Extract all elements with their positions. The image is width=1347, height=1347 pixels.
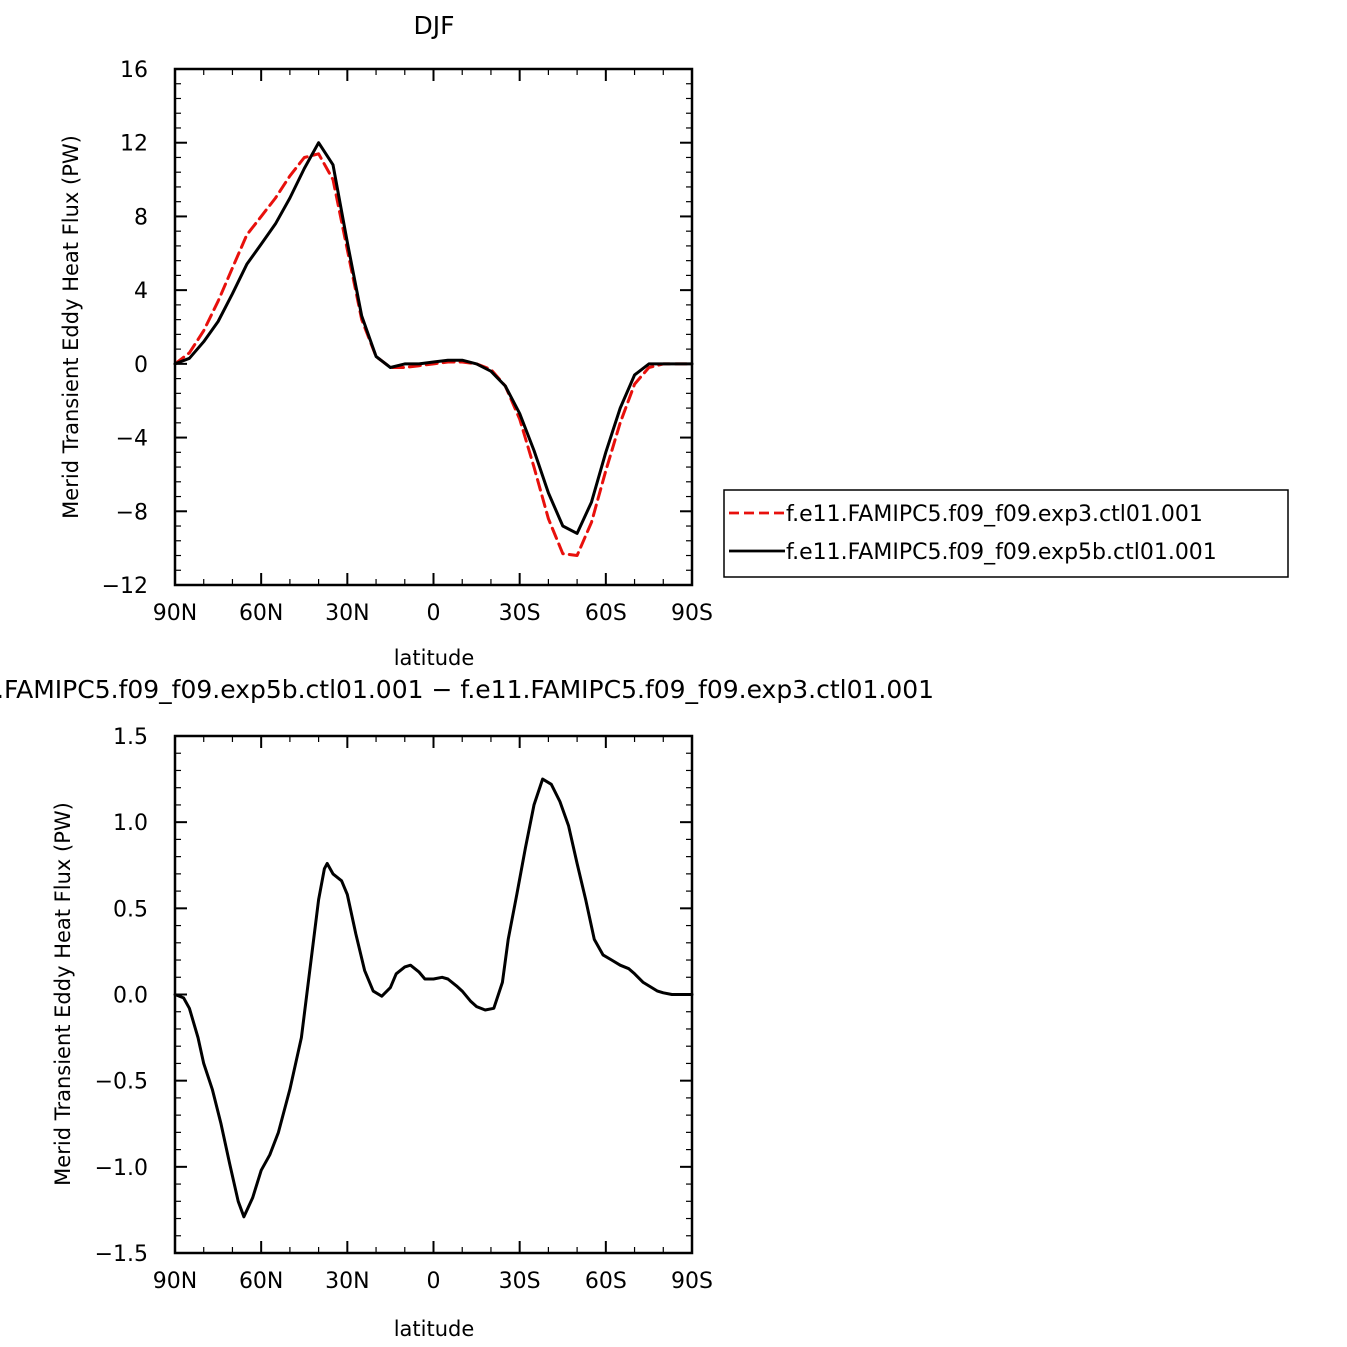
bottom-x-axis-label: latitude (394, 1317, 475, 1341)
legend: f.e11.FAMIPC5.f09_f09.exp3.ctl01.001 f.e… (723, 489, 1289, 578)
bottom-y-axis-label: Merid Transient Eddy Heat Flux (PW) (51, 802, 75, 1186)
bottom-panel: f.e11.FAMIPC5.f09_f09.exp5b.ctl01.001 − … (0, 675, 934, 1341)
y-tick-label: 8 (134, 205, 148, 230)
y-tick-label: 12 (120, 132, 148, 157)
y-tick-label: −1.0 (95, 1156, 148, 1181)
x-tick-label: 90N (153, 1269, 197, 1294)
bottom-plot-frame (173, 734, 694, 1255)
legend-label-exp5b: f.e11.FAMIPC5.f09_f09.exp5b.ctl01.001 (786, 540, 1217, 565)
series-line-1-0 (173, 777, 694, 1219)
y-tick-label: 0 (134, 353, 148, 378)
y-tick-label: 1.5 (113, 725, 148, 750)
x-tick-label: 30S (499, 1269, 541, 1294)
y-tick-label: −4 (116, 427, 148, 452)
top-x-axis-label: latitude (394, 646, 475, 670)
bottom-chart-title: f.e11.FAMIPC5.f09_f09.exp5b.ctl01.001 − … (0, 675, 934, 704)
y-tick-label: −8 (116, 500, 148, 525)
y-tick-label: 16 (120, 58, 148, 83)
x-tick-label: 60S (585, 1269, 627, 1294)
top-chart-title: DJF (413, 11, 454, 40)
x-tick-label: 60N (239, 1269, 283, 1294)
top-panel: DJF latitude Merid Transient Eddy Heat F… (59, 11, 713, 670)
y-tick-label: −0.5 (95, 1070, 148, 1095)
y-tick-label: 1.0 (113, 811, 148, 836)
x-tick-label: 30S (499, 601, 541, 626)
x-tick-label: 0 (427, 601, 441, 626)
x-tick-label: 60S (585, 601, 627, 626)
y-tick-label: 4 (134, 279, 148, 304)
legend-box (723, 489, 1289, 578)
y-tick-label: 0.5 (113, 897, 148, 922)
series-line-0-0 (173, 152, 694, 557)
series-line-0-1 (173, 141, 694, 535)
x-tick-label: 60N (239, 601, 283, 626)
legend-label-exp3: f.e11.FAMIPC5.f09_f09.exp3.ctl01.001 (786, 502, 1203, 527)
x-tick-label: 30N (325, 601, 369, 626)
x-tick-label: 90S (671, 1269, 713, 1294)
y-tick-label: 0.0 (113, 984, 148, 1009)
x-tick-label: 90S (671, 601, 713, 626)
x-tick-label: 90N (153, 601, 197, 626)
y-tick-label: −1.5 (95, 1242, 148, 1267)
x-tick-label: 30N (325, 1269, 369, 1294)
top-plot-frame (173, 67, 694, 587)
x-tick-label: 0 (427, 1269, 441, 1294)
top-y-axis-label: Merid Transient Eddy Heat Flux (PW) (59, 135, 83, 519)
y-tick-label: −12 (102, 574, 148, 599)
